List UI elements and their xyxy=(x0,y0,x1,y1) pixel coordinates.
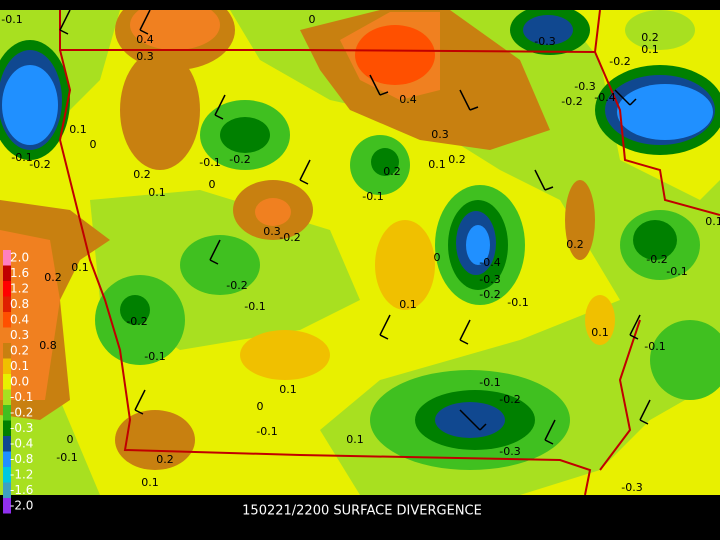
colorbar-swatch xyxy=(3,482,11,498)
contour-label: -0.2 xyxy=(226,279,247,292)
colorbar-label: 0.3 xyxy=(10,328,29,342)
contour-label: 0.4 xyxy=(136,33,154,46)
contour-labels: -0.1 00.40.3-0.3 0.20.1-0.2-0.3-0.2 -0.40.4… xyxy=(1,13,720,494)
contour-label: -0.2 xyxy=(229,153,250,166)
colorbar-label: 0.0 xyxy=(10,374,29,388)
colorbar-swatch xyxy=(3,498,11,514)
contour-label: -0.3 xyxy=(621,481,642,494)
contour-label: -0.3 xyxy=(499,445,520,458)
contour-label: -0.4 xyxy=(479,256,500,269)
caption: 150221/2200 SURFACE DIVERGENCE xyxy=(242,504,482,519)
colorbar-swatch xyxy=(3,250,11,266)
contour-label: -0.2 xyxy=(479,288,500,301)
colorbar-label: -0.3 xyxy=(10,421,33,435)
contour-label: 0.2 xyxy=(448,153,466,166)
contour-label: -0.2 xyxy=(499,393,520,406)
contour-label: -0.1 xyxy=(362,190,383,203)
contour-label: -0.1 xyxy=(507,296,528,309)
colorbar-label: -0.1 xyxy=(10,390,33,404)
colorbar-swatch xyxy=(3,296,11,312)
contour-label: 0.8 xyxy=(39,339,57,352)
colorbar-label: -0.4 xyxy=(10,436,33,450)
contour-label: -0.3 xyxy=(479,273,500,286)
contour-label: -0.1 xyxy=(479,376,500,389)
contour-label: -0.2 xyxy=(561,95,582,108)
colorbar-label: 2.0 xyxy=(10,250,29,264)
contour-label: -0.1 xyxy=(1,13,22,26)
colorbar-label: 0.1 xyxy=(10,359,29,373)
contour-label: -0.2 xyxy=(126,315,147,328)
colorbar-swatch xyxy=(3,467,11,483)
contour-label: -0.1 xyxy=(199,156,220,169)
contour-label: 0.3 xyxy=(136,50,154,63)
colorbar-label: 1.6 xyxy=(10,266,29,280)
contour-label: 0.1 xyxy=(591,326,609,339)
contour-label: 0.2 xyxy=(156,453,174,466)
colorbar-label: 1.2 xyxy=(10,281,29,295)
contour-label: 0.1 xyxy=(346,433,364,446)
colorbar-swatch xyxy=(3,436,11,452)
colorbar-swatch xyxy=(3,374,11,390)
colorbar-label: 0.8 xyxy=(10,297,29,311)
contour-label: 0.4 xyxy=(399,93,417,106)
colorbar-swatch xyxy=(3,451,11,467)
contour-label: 0.2 xyxy=(383,165,401,178)
contour-label: -0.1 xyxy=(56,451,77,464)
contour-label: 0 xyxy=(434,251,441,264)
colorbar-label: -0.8 xyxy=(10,452,33,466)
contour-label: -0.4 xyxy=(594,91,615,104)
colorbar-label: 0.2 xyxy=(10,343,29,357)
contour-label: 0.1 xyxy=(705,215,720,228)
colorbar: 2.01.61.20.80.40.30.20.10.0-0.1-0.2-0.3-… xyxy=(3,250,33,514)
contour-label: 0 xyxy=(309,13,316,26)
contour-label: 0.1 xyxy=(428,158,446,171)
contour-label: -0.1 xyxy=(144,350,165,363)
contour-label: -0.1 xyxy=(666,265,687,278)
contour-label: -0.2 xyxy=(29,158,50,171)
contour-label: -0.2 xyxy=(279,231,300,244)
contour-label: 0 xyxy=(257,400,264,413)
contour-label: 0.1 xyxy=(641,43,659,56)
colorbar-label: -1.2 xyxy=(10,467,33,481)
contour-field xyxy=(0,10,720,495)
colorbar-swatch xyxy=(3,405,11,421)
colorbar-swatch xyxy=(3,389,11,405)
contour-label: -0.2 xyxy=(646,253,667,266)
contour-label: 0.3 xyxy=(263,225,281,238)
colorbar-label: -1.6 xyxy=(10,483,33,497)
contour-label: 0 xyxy=(90,138,97,151)
contour-label: 0.1 xyxy=(71,261,89,274)
colorbar-swatch xyxy=(3,281,11,297)
colorbar-label: 0.4 xyxy=(10,312,29,326)
colorbar-swatch xyxy=(3,343,11,359)
contour-label: -0.3 xyxy=(534,35,555,48)
contour-label: -0.1 xyxy=(11,151,32,164)
colorbar-swatch xyxy=(3,312,11,328)
colorbar-label: -2.0 xyxy=(10,498,33,512)
contour-label: -0.2 xyxy=(609,55,630,68)
contour-label: -0.1 xyxy=(244,300,265,313)
contour-label: 0 xyxy=(67,433,74,446)
contour-label: 0.1 xyxy=(148,186,166,199)
contour-label: 0.1 xyxy=(399,298,417,311)
contour-label: 0.2 xyxy=(566,238,584,251)
colorbar-swatch xyxy=(3,327,11,343)
colorbar-label: -0.2 xyxy=(10,405,33,419)
contour-label: -0.3 xyxy=(574,80,595,93)
colorbar-swatch xyxy=(3,358,11,374)
contour-label: -0.1 xyxy=(644,340,665,353)
contour-label: 0.3 xyxy=(431,128,449,141)
contour-label: -0.1 xyxy=(256,425,277,438)
contour-label: 0.1 xyxy=(69,123,87,136)
contour-label: 0.1 xyxy=(141,476,159,489)
contour-label: 0.2 xyxy=(133,168,151,181)
colorbar-swatch xyxy=(3,265,11,281)
contour-label: 0.2 xyxy=(44,271,62,284)
colorbar-swatch xyxy=(3,420,11,436)
contour-label: 0.2 xyxy=(641,31,659,44)
contour-label: 0.1 xyxy=(279,383,297,396)
contour-label: 0 xyxy=(209,178,216,191)
